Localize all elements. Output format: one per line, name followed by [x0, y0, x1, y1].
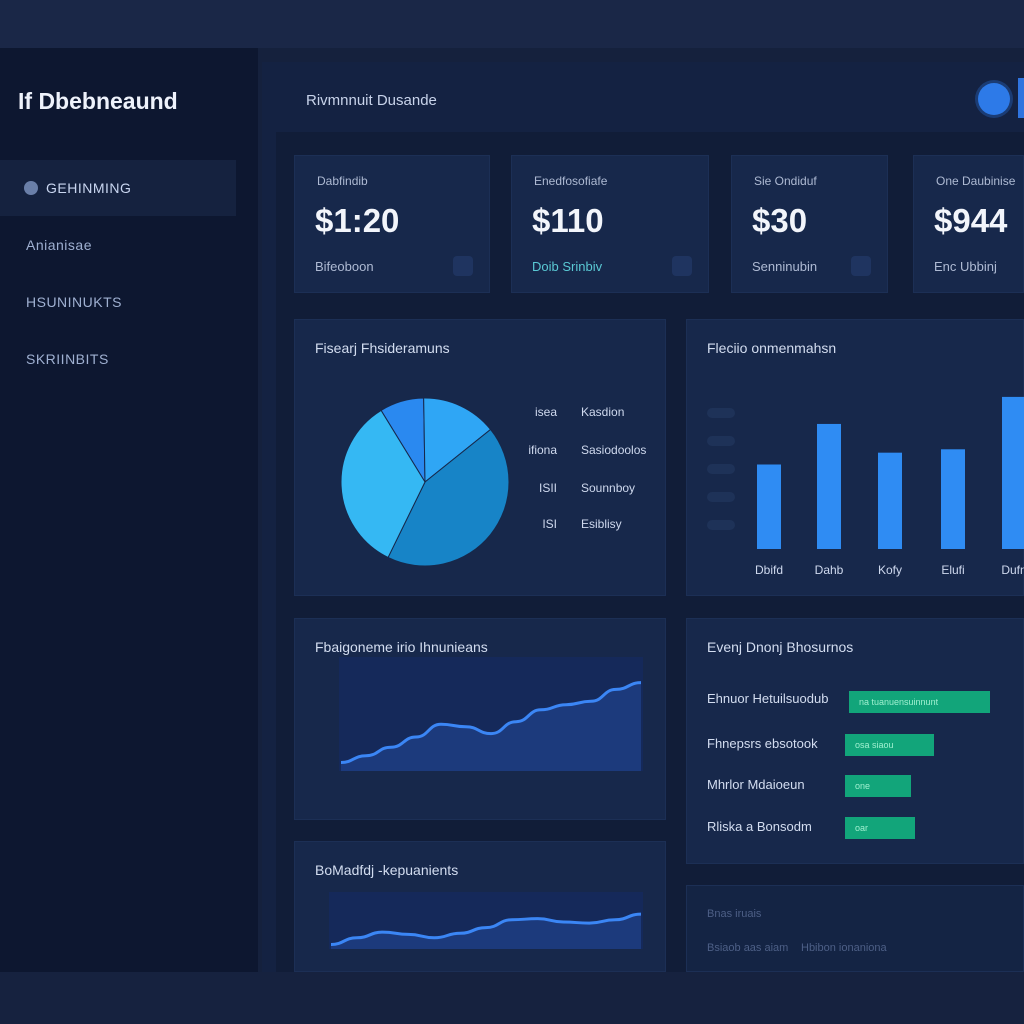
- panel-title: Fbaigoneme irio Ihnunieans: [315, 639, 488, 655]
- bar-category-label: Dbifd: [755, 563, 783, 577]
- stat-label: Enedfosofiafe: [534, 174, 608, 188]
- user-avatar-icon[interactable]: [978, 83, 1010, 115]
- gridline-stub: [707, 492, 735, 502]
- sidebar-item-0[interactable]: GEHINMING: [0, 160, 236, 216]
- bar-panel: Fleciio onmenmahsn Dbifd Dahb Kofy Elufi Duf…: [686, 319, 1024, 596]
- pie-chart: [340, 397, 510, 567]
- bar[interactable]: [817, 423, 841, 549]
- app-brand: If Dbebneaund: [18, 88, 178, 114]
- legend-name: Esiblisy: [581, 517, 622, 531]
- area-chart-1: [339, 657, 643, 771]
- legend-value: isea: [534, 405, 557, 419]
- bar[interactable]: [941, 449, 965, 549]
- bar[interactable]: [878, 452, 902, 549]
- legend-value: ISI: [542, 517, 557, 531]
- page-title: Rivmnnuit Dusande: [306, 92, 437, 109]
- pie-slice[interactable]: [423, 397, 492, 484]
- stat-card-0[interactable]: Dabfindib $1:20 Bifeoboon: [294, 155, 490, 293]
- progress-bar: oar: [845, 817, 915, 839]
- bottom-text: Hbibon ionaniona: [801, 942, 887, 954]
- legend-name: Kasdion: [581, 405, 625, 419]
- bar[interactable]: [1002, 396, 1024, 549]
- pie-slice[interactable]: [387, 428, 510, 567]
- sidebar-item-label: GEHINMING: [46, 180, 132, 196]
- progress-bar: one: [845, 775, 911, 797]
- progress-label: Rliska a Bonsodm: [707, 819, 812, 834]
- chart-icon: [851, 256, 871, 276]
- sidebar-item-3[interactable]: SKRIINBITS: [0, 331, 236, 387]
- series-line[interactable]: [340, 681, 642, 764]
- stat-card-3[interactable]: One Daubinise $944 Enc Ubbinj: [913, 155, 1024, 293]
- legend-value: ifiona: [528, 443, 557, 457]
- progress-label: Fhnepsrs ebsotook: [707, 736, 818, 751]
- stat-value: $110: [532, 202, 604, 239]
- stat-card-2[interactable]: Sie Ondiduf $30 Senninubin: [731, 155, 888, 293]
- globe-icon: [24, 181, 38, 195]
- sidebar-item-label: SKRIINBITS: [26, 351, 109, 367]
- panel-title: Fleciio onmenmahsn: [707, 340, 837, 356]
- gridline-stub: [707, 520, 735, 530]
- stat-sub: Senninubin: [752, 259, 818, 274]
- gridline-stub: [707, 408, 735, 418]
- bottom-panel: Bnas iruais Bsiaob aas aiam Hbibon ionan…: [686, 885, 1024, 972]
- area-chart-2: [329, 892, 643, 949]
- legend-name: Sasiodoolos: [581, 443, 647, 457]
- progress-panel: Evenj Dnonj Bhosurnos Ehnuor Hetuilsuodu…: [686, 618, 1024, 864]
- chart-icon: [672, 256, 692, 276]
- top-bar: [0, 0, 1024, 48]
- series-line[interactable]: [330, 912, 642, 946]
- line-panel-1: Fbaigoneme irio Ihnunieans: [294, 618, 666, 820]
- sidebar-item-2[interactable]: HSUNINUKTS: [0, 274, 236, 330]
- panel-title: Fisearj Fhsideramuns: [315, 340, 450, 356]
- bar-category-label: Dahb: [815, 563, 844, 577]
- bottom-text: Bsiaob aas aiam: [707, 942, 789, 954]
- bottom-text: Bnas iruais: [707, 908, 762, 920]
- stat-sub: Doib Srinbiv: [532, 259, 603, 274]
- stat-card-1[interactable]: Enedfosofiafe $110 Doib Srinbiv: [511, 155, 709, 293]
- stat-label: One Daubinise: [936, 174, 1016, 188]
- stat-sub: Enc Ubbinj: [934, 259, 997, 274]
- pie-slice[interactable]: [340, 409, 426, 559]
- bar-category-label: Elufi: [941, 563, 964, 577]
- pie-panel: Fisearj Fhsideramuns isea Kasdion ifiona…: [294, 319, 666, 596]
- stat-sub: Bifeoboon: [315, 259, 374, 274]
- gridline-stub: [707, 464, 735, 474]
- legend-name: Sounnboy: [581, 481, 636, 495]
- header-edge-accent: [1018, 78, 1024, 118]
- panel-title: BoMadfdj -kepuanients: [315, 862, 459, 878]
- progress-bar: na tuanuensuinnunt: [849, 691, 990, 713]
- bar-category-label: Kofy: [878, 563, 902, 577]
- area-fill: [341, 682, 641, 771]
- progress-label: Ehnuor Hetuilsuodub: [707, 691, 829, 706]
- chart-icon: [453, 256, 473, 276]
- bar[interactable]: [757, 464, 781, 550]
- progress-label: Mhrlor Mdaioeun: [707, 777, 805, 792]
- sidebar-item-label: HSUNINUKTS: [26, 294, 123, 310]
- panel-title: Evenj Dnonj Bhosurnos: [707, 639, 854, 655]
- sidebar-item-1[interactable]: Anianisae: [0, 217, 236, 273]
- bottom-bar: [0, 972, 1024, 1024]
- legend-value: ISII: [538, 481, 557, 495]
- bar-category-label: Dufn: [1001, 563, 1024, 577]
- line-panel-2: BoMadfdj -kepuanients: [294, 841, 666, 972]
- sidebar-item-label: Anianisae: [26, 237, 92, 253]
- stat-value: $1:20: [315, 202, 400, 239]
- stat-value: $944: [934, 202, 1008, 239]
- gridline-stub: [707, 436, 735, 446]
- bar-chart: Dbifd Dahb Kofy Elufi Dufn: [707, 396, 1024, 577]
- stat-label: Dabfindib: [317, 174, 368, 188]
- stat-label: Sie Ondiduf: [754, 174, 817, 188]
- progress-bar: osa siaou: [845, 734, 934, 756]
- stat-value: $30: [752, 202, 808, 239]
